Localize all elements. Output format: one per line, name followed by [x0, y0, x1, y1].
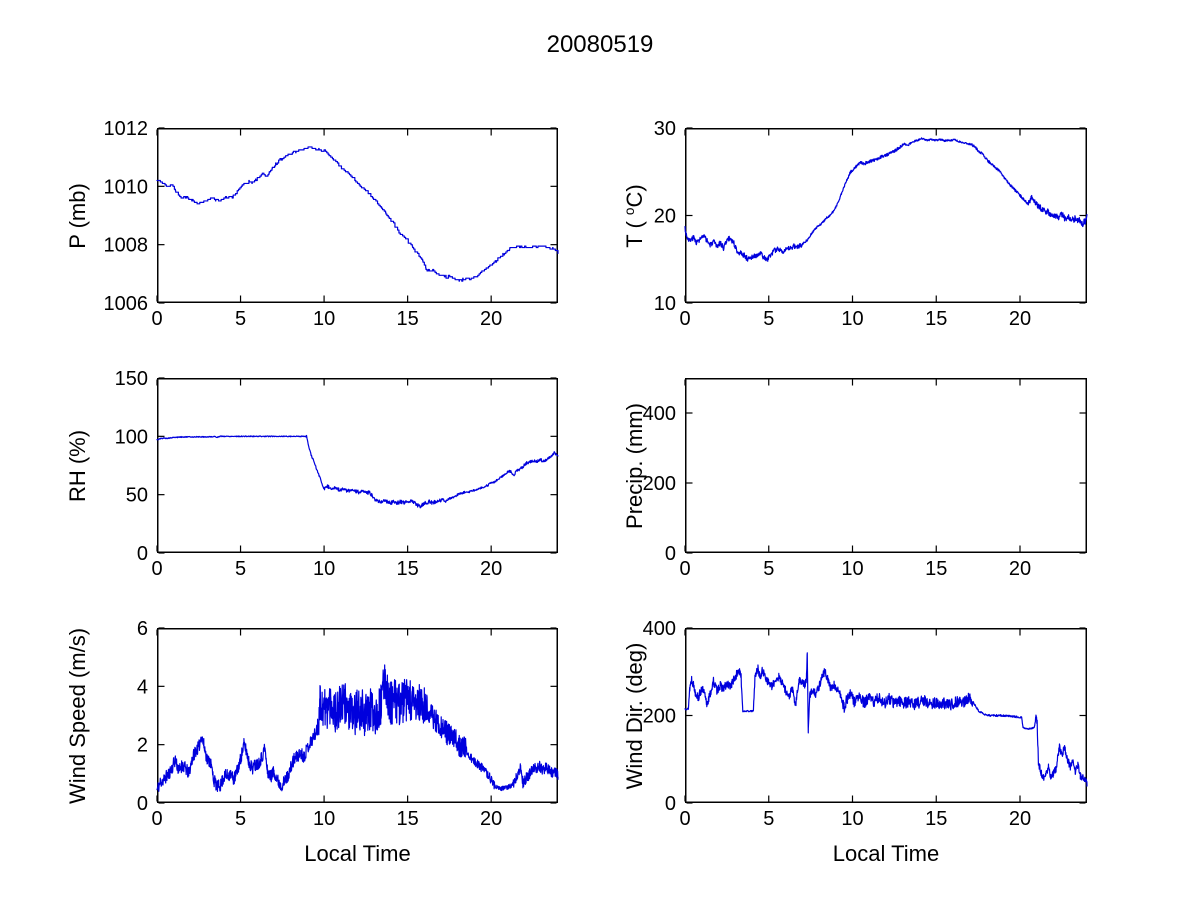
subplot-wind-direction: 0 5 10 15 20 0 200 400 Wind Dir. (deg) Local Ti… — [622, 618, 1088, 866]
x-tick-label: 10 — [313, 558, 335, 580]
y-tick-label: 0 — [665, 793, 676, 815]
x-tick-label: 5 — [235, 558, 246, 580]
x-tick-label: 20 — [480, 558, 502, 580]
x-tick-label: 10 — [841, 308, 863, 330]
y-tick-label: 0 — [137, 793, 148, 815]
x-tick-label: 0 — [151, 308, 162, 330]
temperature-chart: 0 5 10 15 20 10 20 30 — [654, 118, 1088, 330]
pressure-chart: 0 5 10 15 20 1006 1008 1010 1012 — [104, 118, 559, 330]
y-tick-label: 0 — [137, 543, 148, 565]
y-tick-label: 50 — [126, 485, 148, 507]
x-tick-label: 20 — [1009, 308, 1031, 330]
x-tick-label: 0 — [679, 808, 690, 830]
subplot-humidity: 0 5 10 15 20 0 50 100 150 RH (%) — [65, 368, 559, 580]
humidity-chart: 0 5 10 15 20 0 50 100 150 — [115, 368, 559, 580]
temperature-ylabel-post: C) — [622, 183, 648, 208]
y-tick-label: 4 — [137, 676, 148, 698]
axis-box — [157, 628, 558, 803]
y-tick-label: 10 — [654, 293, 676, 315]
y-tick-label: 1008 — [104, 235, 149, 257]
x-tick-label: 10 — [841, 808, 863, 830]
x-tick-label: 10 — [841, 558, 863, 580]
wind-speed-line — [156, 664, 559, 793]
y-tick-label: 200 — [643, 706, 676, 728]
x-tick-label: 15 — [397, 558, 419, 580]
x-tick-label: 15 — [925, 558, 947, 580]
y-tick-label: 400 — [643, 403, 676, 425]
axis-box — [157, 378, 558, 553]
y-tick-label: 1006 — [104, 293, 149, 315]
y-tick-label: 30 — [654, 118, 676, 140]
x-tick-label: 15 — [397, 808, 419, 830]
x-tick-label: 5 — [235, 808, 246, 830]
temperature-ylabel: T ( oC) — [622, 184, 648, 247]
axis-box — [685, 628, 1087, 803]
x-tick-label: 0 — [151, 808, 162, 830]
x-tick-label: 20 — [1009, 808, 1031, 830]
wind-direction-ylabel: Wind Dir. (deg) — [622, 642, 647, 789]
x-tick-label: 20 — [480, 308, 502, 330]
degree-symbol: o — [621, 207, 637, 215]
pressure-ylabel: P (mb) — [65, 182, 90, 249]
y-tick-label: 150 — [115, 368, 148, 390]
x-tick-label: 5 — [763, 808, 774, 830]
y-tick-label: 200 — [643, 473, 676, 495]
y-tick-label: 20 — [654, 206, 676, 228]
subplot-temperature: 0 5 10 15 20 10 20 30 T ( oC) — [622, 118, 1088, 330]
humidity-line — [156, 434, 559, 509]
y-tick-label: 0 — [665, 543, 676, 565]
x-tick-label: 10 — [313, 808, 335, 830]
y-tick-label: 2 — [137, 735, 148, 757]
x-tick-label: 15 — [925, 308, 947, 330]
axis-box — [685, 378, 1087, 553]
y-tick-label: 6 — [137, 618, 148, 640]
y-tick-label: 1010 — [104, 176, 149, 198]
y-tick-label: 400 — [643, 618, 676, 640]
wind-speed-xlabel: Local Time — [304, 841, 411, 866]
x-tick-label: 15 — [925, 808, 947, 830]
wind-direction-line — [684, 652, 1088, 787]
x-tick-label: 5 — [763, 308, 774, 330]
y-tick-label: 100 — [115, 426, 148, 448]
temperature-ylabel-pre: T ( — [622, 214, 648, 248]
x-tick-label: 5 — [763, 558, 774, 580]
x-tick-label: 0 — [679, 308, 690, 330]
temperature-line — [684, 137, 1088, 262]
subplot-wind-speed: 0 5 10 15 20 0 2 4 6 Wind Speed (m/s) Local Time — [65, 618, 559, 866]
axis-box — [157, 128, 558, 303]
wind-speed-ylabel: Wind Speed (m/s) — [65, 627, 90, 804]
subplot-pressure: 0 5 10 15 20 1006 1008 1010 1012 P (mb) — [65, 118, 559, 330]
x-tick-label: 10 — [313, 308, 335, 330]
humidity-ylabel: RH (%) — [65, 429, 90, 502]
x-tick-label: 15 — [397, 308, 419, 330]
y-tick-label: 1012 — [104, 118, 149, 140]
precipitation-ylabel: Precip. (mm) — [622, 402, 647, 529]
pressure-line — [156, 146, 559, 282]
subplot-precipitation: 0 5 10 15 20 0 200 400 Precip. (mm) — [622, 378, 1087, 580]
wind-direction-xlabel: Local Time — [832, 841, 940, 866]
wind-speed-chart: 0 5 10 15 20 0 2 4 6 — [137, 618, 559, 830]
x-tick-label: 5 — [235, 308, 246, 330]
x-tick-label: 0 — [151, 558, 162, 580]
x-tick-label: 20 — [1009, 558, 1031, 580]
x-tick-label: 20 — [480, 808, 502, 830]
figure-title: 20080519 — [546, 31, 654, 58]
x-tick-label: 0 — [679, 558, 690, 580]
